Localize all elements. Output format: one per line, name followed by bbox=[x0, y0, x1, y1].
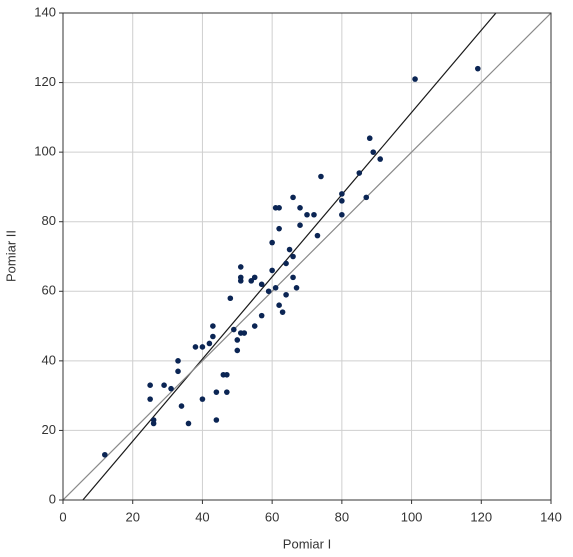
x-tick-label: 40 bbox=[195, 509, 209, 524]
point bbox=[475, 65, 481, 72]
point bbox=[339, 198, 345, 204]
y-tick-label: 80 bbox=[42, 213, 56, 228]
point bbox=[356, 170, 363, 176]
point bbox=[168, 385, 174, 392]
point bbox=[185, 420, 192, 427]
y-tick-label: 40 bbox=[42, 352, 56, 367]
y-tick-label: 140 bbox=[34, 4, 56, 19]
x-tick-label: 20 bbox=[125, 509, 139, 524]
point bbox=[102, 451, 108, 458]
point bbox=[237, 264, 244, 270]
point bbox=[213, 417, 220, 423]
point bbox=[272, 285, 279, 291]
point bbox=[147, 382, 153, 389]
point bbox=[178, 403, 185, 409]
point bbox=[314, 232, 321, 239]
point bbox=[248, 278, 255, 284]
point bbox=[265, 288, 272, 295]
point bbox=[297, 205, 303, 211]
point bbox=[224, 389, 230, 395]
plot-border bbox=[62, 12, 552, 501]
point bbox=[213, 389, 220, 395]
y-tick-label: 120 bbox=[34, 74, 56, 89]
point bbox=[276, 225, 282, 232]
point bbox=[227, 295, 234, 302]
x-tick-label: 0 bbox=[59, 509, 66, 524]
x-tick-label: 100 bbox=[401, 509, 423, 524]
point bbox=[175, 358, 181, 364]
point bbox=[199, 344, 206, 350]
point bbox=[290, 194, 296, 201]
point bbox=[210, 323, 216, 329]
point bbox=[370, 149, 377, 155]
point bbox=[192, 344, 199, 350]
point bbox=[276, 302, 282, 309]
point bbox=[283, 260, 289, 267]
point bbox=[279, 309, 286, 315]
line bbox=[63, 13, 551, 500]
point bbox=[339, 211, 345, 218]
x-tick-label: 120 bbox=[470, 509, 492, 524]
point bbox=[224, 371, 230, 378]
point bbox=[147, 396, 153, 402]
point bbox=[269, 239, 275, 246]
point bbox=[237, 278, 244, 284]
point bbox=[339, 191, 345, 197]
point bbox=[258, 312, 265, 319]
point bbox=[206, 340, 213, 347]
point bbox=[258, 281, 265, 288]
point bbox=[199, 396, 206, 402]
x-tick-label: 140 bbox=[540, 509, 562, 524]
y-tick-label: 0 bbox=[49, 491, 56, 506]
point bbox=[290, 253, 296, 260]
point bbox=[377, 156, 384, 162]
point bbox=[283, 291, 289, 298]
point bbox=[363, 194, 370, 201]
point bbox=[234, 337, 241, 343]
point bbox=[304, 211, 310, 218]
point bbox=[269, 267, 275, 274]
y-tick-label: 100 bbox=[34, 144, 56, 159]
point bbox=[161, 382, 167, 389]
point bbox=[297, 222, 303, 228]
point bbox=[251, 274, 258, 281]
point bbox=[175, 368, 181, 375]
point bbox=[366, 135, 373, 142]
y-tick-label: 60 bbox=[42, 283, 56, 298]
x-tick-label: 60 bbox=[265, 509, 279, 524]
point bbox=[231, 326, 237, 333]
point bbox=[293, 285, 300, 291]
x-tick-label: 80 bbox=[335, 509, 349, 524]
point bbox=[311, 211, 317, 218]
y-axis-label: Pomiar II bbox=[3, 230, 18, 282]
point bbox=[318, 173, 324, 180]
point bbox=[412, 76, 418, 82]
point bbox=[251, 323, 258, 329]
point bbox=[286, 246, 293, 253]
y-tick-label: 20 bbox=[42, 422, 56, 437]
x-axis-label: Pomiar I bbox=[283, 536, 331, 551]
point bbox=[150, 420, 157, 427]
point bbox=[234, 347, 241, 354]
point bbox=[276, 205, 282, 211]
point bbox=[241, 330, 248, 336]
point bbox=[210, 333, 216, 340]
point bbox=[290, 274, 296, 281]
